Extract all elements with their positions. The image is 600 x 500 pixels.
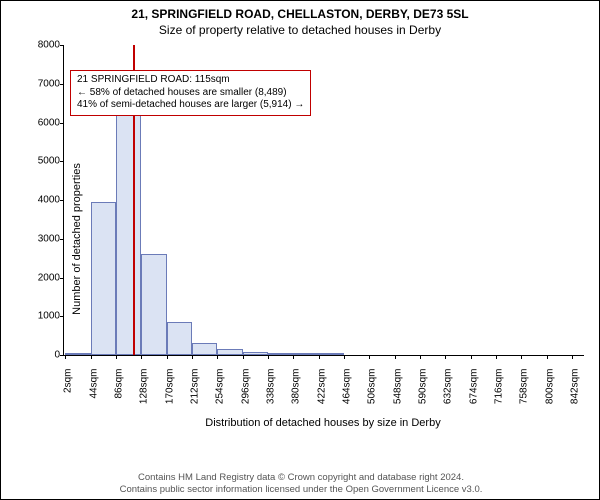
y-tick-mark [60,123,64,124]
y-tick-mark [60,316,64,317]
histogram-bar [243,352,268,355]
x-tick-mark [521,355,522,359]
histogram-bar [217,349,242,355]
y-tick-label: 0 [24,350,60,361]
y-tick-mark [60,200,64,201]
x-tick-label: 170sqm [164,369,175,419]
x-tick-mark [293,355,294,359]
chart-frame: 21, SPRINGFIELD ROAD, CHELLASTON, DERBY,… [0,0,600,500]
x-tick-label: 86sqm [113,369,124,419]
y-tick-label: 5000 [24,156,60,167]
x-tick-mark [268,355,269,359]
histogram-bar [116,99,141,355]
x-tick-mark [65,355,66,359]
x-tick-label: 44sqm [88,369,99,419]
x-axis-label: Distribution of detached houses by size … [63,417,583,429]
y-tick-label: 6000 [24,117,60,128]
x-tick-mark [116,355,117,359]
y-tick-label: 8000 [24,40,60,51]
x-tick-mark [471,355,472,359]
footer-line1: Contains HM Land Registry data © Crown c… [1,472,600,483]
histogram-bar [319,353,344,355]
y-tick-mark [60,161,64,162]
y-tick-mark [60,278,64,279]
y-tick-mark [60,355,64,356]
annotation-line: 41% of semi-detached houses are larger (… [77,99,304,112]
x-tick-label: 632sqm [443,369,454,419]
histogram-bar [192,343,217,355]
annotation-box: 21 SPRINGFIELD ROAD: 115sqm← 58% of deta… [70,70,311,116]
x-tick-label: 716sqm [493,369,504,419]
x-tick-mark [445,355,446,359]
x-tick-mark [395,355,396,359]
x-tick-label: 422sqm [316,369,327,419]
y-tick-label: 7000 [24,78,60,89]
y-tick-label: 4000 [24,195,60,206]
y-tick-mark [60,84,64,85]
annotation-line: 21 SPRINGFIELD ROAD: 115sqm [77,74,304,87]
x-tick-label: 590sqm [417,369,428,419]
title-main: 21, SPRINGFIELD ROAD, CHELLASTON, DERBY,… [1,1,599,21]
histogram-bar [91,202,116,355]
x-tick-label: 464sqm [341,369,352,419]
footer-attribution: Contains HM Land Registry data © Crown c… [1,472,600,495]
x-tick-label: 842sqm [569,369,580,419]
x-tick-label: 338sqm [265,369,276,419]
x-tick-label: 2sqm [63,369,74,419]
footer-line2: Contains public sector information licen… [1,484,600,495]
x-tick-label: 128sqm [139,369,150,419]
x-tick-mark [369,355,370,359]
x-tick-label: 800sqm [544,369,555,419]
x-tick-mark [344,355,345,359]
x-tick-mark [91,355,92,359]
x-tick-label: 758sqm [519,369,530,419]
chart-area: Number of detached properties 0100020003… [1,39,600,439]
y-tick-mark [60,239,64,240]
y-tick-label: 2000 [24,272,60,283]
x-tick-label: 674sqm [468,369,479,419]
x-tick-label: 212sqm [189,369,200,419]
histogram-bar [141,254,166,355]
x-tick-mark [496,355,497,359]
annotation-line: ← 58% of detached houses are smaller (8,… [77,87,304,100]
x-tick-mark [420,355,421,359]
x-tick-mark [547,355,548,359]
histogram-bar [167,322,192,355]
x-tick-mark [167,355,168,359]
x-tick-label: 506sqm [367,369,378,419]
y-tick-mark [60,45,64,46]
x-tick-mark [217,355,218,359]
x-tick-label: 548sqm [392,369,403,419]
x-tick-mark [141,355,142,359]
histogram-bar [293,353,318,355]
y-tick-label: 3000 [24,233,60,244]
x-tick-mark [243,355,244,359]
y-tick-label: 1000 [24,311,60,322]
x-tick-label: 254sqm [215,369,226,419]
histogram-bar [268,353,293,355]
x-tick-label: 380sqm [291,369,302,419]
x-tick-label: 296sqm [240,369,251,419]
title-sub: Size of property relative to detached ho… [1,21,599,37]
x-tick-mark [192,355,193,359]
x-tick-mark [572,355,573,359]
x-tick-mark [319,355,320,359]
histogram-bar [65,353,90,355]
plot-region: 0100020003000400050006000700080002sqm44s… [63,45,584,356]
